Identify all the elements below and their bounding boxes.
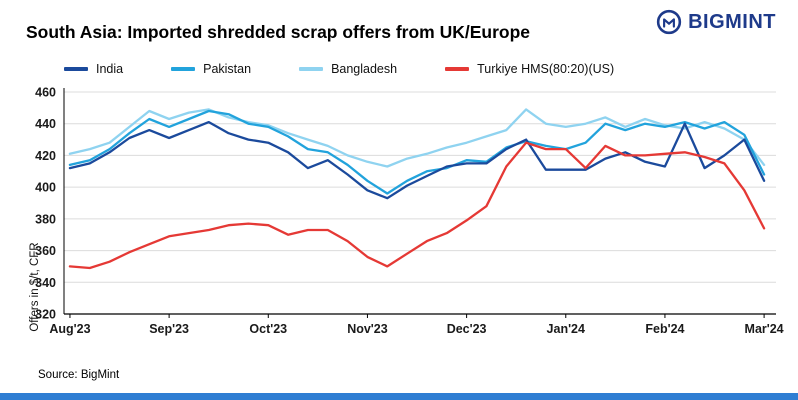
legend-item-bangladesh: Bangladesh	[299, 62, 397, 76]
svg-text:Aug'23: Aug'23	[49, 322, 90, 336]
svg-text:Nov'23: Nov'23	[347, 322, 388, 336]
bigmint-logo: BIGMINT	[656, 9, 776, 35]
legend-swatch	[299, 67, 324, 71]
svg-text:Feb'24: Feb'24	[645, 322, 684, 336]
svg-text:440: 440	[35, 117, 56, 131]
bottom-accent-bar	[0, 393, 798, 400]
legend-item-pakistan: Pakistan	[171, 62, 251, 76]
legend-swatch	[64, 67, 88, 71]
legend-item-turkiye-hms-80-20-us: Turkiye HMS(80:20)(US)	[445, 62, 614, 76]
svg-text:320: 320	[35, 308, 56, 322]
source-note: Source: BigMint	[38, 369, 120, 381]
svg-text:380: 380	[35, 212, 56, 226]
svg-text:Oct'23: Oct'23	[249, 322, 287, 336]
svg-text:Mar'24: Mar'24	[745, 322, 784, 336]
svg-text:Dec'23: Dec'23	[447, 322, 487, 336]
svg-text:340: 340	[35, 276, 56, 290]
chart-area: Offers in $/t, CFR 320 340 360 380 400 420 440…	[16, 84, 788, 352]
legend-swatch	[171, 67, 196, 71]
legend-label: India	[96, 62, 124, 76]
svg-text:400: 400	[35, 181, 56, 195]
legend-label: Pakistan	[203, 62, 252, 76]
svg-text:Sep'23: Sep'23	[149, 322, 189, 336]
chart-title: South Asia: Imported shredded scrap offe…	[26, 22, 531, 42]
legend-label: Turkiye HMS(80:20)(US)	[477, 62, 615, 76]
chart-svg: 320 340 360 380 400 420 440 460 Aug'23 Sep'23 Oct'…	[35, 86, 784, 337]
legend-label: Bangladesh	[331, 62, 398, 76]
chart-legend: India Pakistan Bangladesh Turkiye HMS(80:20…	[64, 62, 614, 76]
svg-text:360: 360	[35, 244, 56, 258]
svg-text:420: 420	[35, 149, 56, 163]
bigmint-logo-icon	[656, 9, 682, 35]
legend-item-india: India	[64, 62, 123, 76]
bigmint-logo-text: BIGMINT	[688, 10, 776, 33]
y-axis-label: Offers in $/t, CFR	[29, 242, 41, 332]
svg-text:Jan'24: Jan'24	[547, 322, 585, 336]
legend-swatch	[445, 67, 470, 71]
svg-text:460: 460	[35, 86, 56, 100]
